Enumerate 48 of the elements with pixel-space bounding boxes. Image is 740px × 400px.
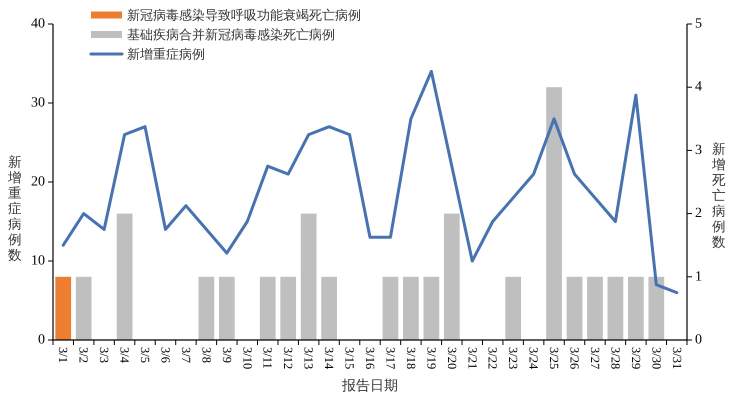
x-tick-label: 3/20 — [444, 347, 459, 370]
x-tick-label: 3/28 — [608, 347, 622, 370]
y-tick-label: 20 — [31, 174, 45, 190]
legend-label: 新增重症病例 — [127, 46, 205, 62]
x-tick-label: 3/9 — [220, 347, 234, 363]
x-tick-label: 3/24 — [526, 347, 541, 370]
x-tick-label: 3/25 — [547, 347, 562, 370]
x-axis-title: 报告日期 — [341, 378, 398, 394]
x-tick-label: 3/19 — [424, 347, 438, 370]
x-tick-label: 3/27 — [588, 347, 602, 370]
y2-tick-label: 4 — [695, 80, 702, 95]
x-tick-label: 3/16 — [363, 347, 377, 370]
x-tick-label: 3/2 — [76, 347, 91, 363]
x-tick-label: 3/5 — [138, 347, 152, 363]
x-tick-label: 3/4 — [118, 347, 132, 364]
x-tick-label: 3/12 — [281, 347, 296, 370]
x-tick-label: 3/7 — [178, 347, 193, 363]
x-tick-label: 3/14 — [322, 347, 336, 370]
x-tick-label: 3/21 — [465, 347, 480, 370]
x-tick-label: 3/30 — [649, 347, 664, 370]
y-tick-label: 0 — [38, 332, 45, 348]
x-tick-label: 3/6 — [158, 347, 172, 363]
x-tick-label: 3/26 — [568, 347, 582, 370]
x-tick-label: 3/18 — [404, 347, 418, 370]
y-axis-title: 新增重症病例数 — [7, 154, 22, 262]
y2-tick-label: 5 — [695, 16, 702, 32]
x-tick-label: 3/23 — [506, 347, 520, 370]
y-tick-label: 30 — [31, 96, 45, 110]
x-tick-label: 3/1 — [56, 347, 70, 363]
x-tick-label: 3/29 — [628, 347, 643, 370]
y2-tick-label: 1 — [695, 269, 702, 284]
x-tick-label: 3/11 — [260, 347, 275, 369]
y2-tick-label: 2 — [695, 206, 702, 222]
legend-label: 基础疾病合并新冠病毒感染死亡病例 — [127, 27, 335, 42]
x-tick-label: 3/31 — [670, 347, 684, 370]
x-tick-label: 3/8 — [199, 347, 214, 363]
x-tick-label: 3/3 — [97, 347, 112, 363]
legend-label: 新冠病毒感染导致呼吸功能衰竭死亡病例 — [127, 8, 361, 22]
y-tick-label: 10 — [31, 254, 45, 268]
x-tick-label: 3/15 — [342, 347, 357, 370]
y2-axis-title: 新增死亡病例数 — [711, 142, 726, 250]
x-tick-label: 3/17 — [383, 347, 398, 370]
x-tick-label: 3/22 — [486, 347, 500, 370]
y2-tick-label: 0 — [695, 332, 702, 348]
x-tick-label: 3/10 — [240, 347, 254, 370]
y-tick-label: 40 — [31, 16, 45, 32]
y2-tick-label: 3 — [695, 142, 702, 158]
x-tick-label: 3/13 — [302, 347, 316, 370]
